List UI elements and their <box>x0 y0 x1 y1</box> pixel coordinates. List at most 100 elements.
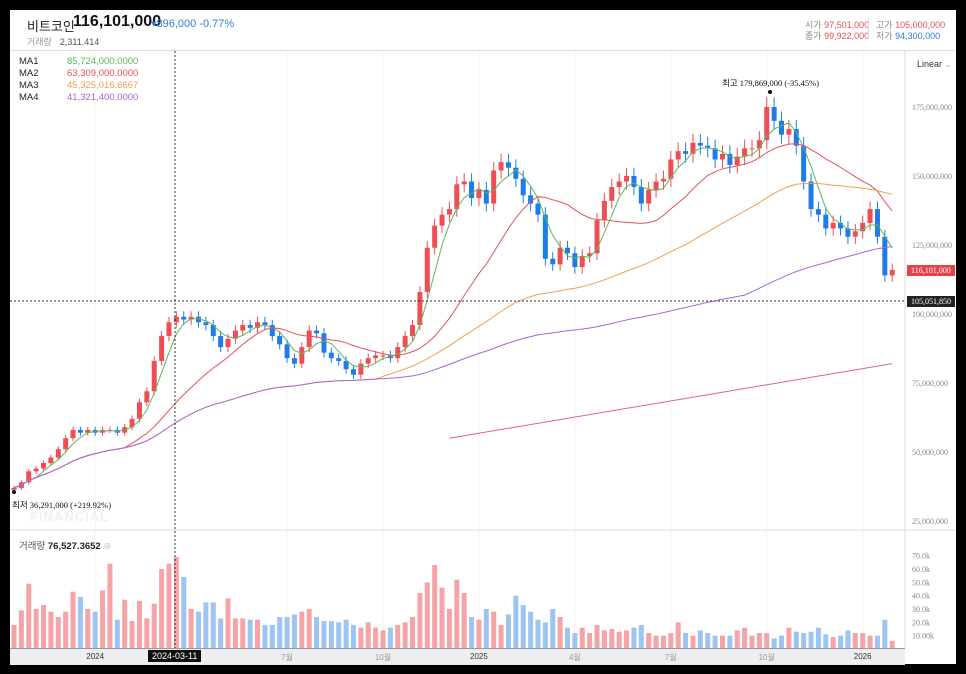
candle-body <box>210 325 216 337</box>
volume-bar <box>697 630 703 649</box>
volume-bar <box>461 593 467 649</box>
candle-body <box>786 129 792 135</box>
candle-body <box>277 336 283 345</box>
candle-body <box>129 418 135 428</box>
candle-body <box>550 258 556 265</box>
candle-body <box>587 253 593 257</box>
volume-bar <box>823 634 829 649</box>
volume-bar <box>860 633 866 649</box>
candle-body <box>793 129 799 146</box>
candle-body <box>660 178 666 182</box>
volume-bar <box>11 625 17 649</box>
candle-body <box>498 162 504 171</box>
volume-panel-title: 거래량 76,527.3652 ⊗ <box>19 541 112 552</box>
candle-body <box>830 222 836 229</box>
candle-body <box>314 330 320 334</box>
candle-body <box>432 225 438 248</box>
time-axis[interactable] <box>10 648 905 665</box>
volume-bar <box>240 618 246 649</box>
ohlc-low: 저가 94,300,000 <box>876 31 941 41</box>
ohlc-high: 고가 105,000,000 <box>876 20 946 30</box>
candle-body <box>653 181 659 190</box>
ohlc-close: 종가 99,922,000 <box>805 31 870 41</box>
candle-body <box>801 145 807 182</box>
candle-body <box>683 151 689 154</box>
volume-bar <box>291 614 297 649</box>
crosshair-price-tag: 105,051,850 <box>907 296 955 307</box>
legend-ma3: MA3 45,325,016.6667 <box>19 80 139 91</box>
volume-bar <box>513 595 519 649</box>
candle-body <box>446 209 452 215</box>
candle-body <box>196 316 201 323</box>
volume-bar <box>247 619 253 649</box>
candle-body <box>609 187 615 201</box>
volume-value: 2,311.414 <box>59 37 100 47</box>
candle-body <box>232 330 238 339</box>
volume-bar <box>587 633 593 649</box>
candle-body <box>218 336 224 348</box>
candle-body <box>439 214 445 226</box>
volume-bar <box>719 635 725 649</box>
ma-legend: MA1 85,724,000.0000 MA2 63,309,000.0000 MA… <box>19 56 138 104</box>
volume-bar <box>638 625 644 649</box>
candle-body <box>646 189 652 204</box>
ma3-line <box>13 182 893 489</box>
volume-bar <box>107 563 113 649</box>
volume-bar <box>173 557 179 649</box>
legend-ma1: MA1 85,724,000.0000 <box>19 56 139 67</box>
volume-bar <box>764 633 770 649</box>
volume-bar <box>85 609 91 649</box>
candle-body <box>690 142 696 154</box>
volume-axis-label: 50.0k <box>912 578 930 587</box>
candle-body <box>727 153 733 165</box>
scale-mode-dropdown[interactable]: Linear ⌄ <box>917 59 953 69</box>
ma2-line <box>13 143 893 489</box>
volume-bar <box>609 629 615 649</box>
candle-body <box>557 247 563 265</box>
close-icon[interactable]: ⊗ <box>103 541 112 552</box>
candle-body <box>712 148 718 160</box>
volume-bar <box>808 631 814 649</box>
volume-bar <box>122 599 128 649</box>
volume-bar <box>838 635 844 649</box>
candle-body <box>269 325 275 337</box>
volume-axis-label: 10.00k <box>912 632 934 641</box>
volume-bar <box>129 621 135 649</box>
candle-body <box>491 170 497 204</box>
price-axis-label: 175,000,000 <box>912 103 952 112</box>
candle-body <box>734 156 740 165</box>
candle-body <box>483 189 489 204</box>
volume-axis-label: 20.0k <box>912 618 930 627</box>
candle-body <box>380 355 386 357</box>
volume-label: 거래량 <box>27 37 52 47</box>
header-divider <box>10 50 956 51</box>
ma4-line <box>13 246 893 489</box>
candle-body <box>291 358 297 364</box>
candle-body <box>476 189 482 199</box>
candle-body <box>395 347 401 359</box>
low-annotation: 최저 36,291,000 (+219.92%) <box>12 500 112 510</box>
volume-bar <box>18 610 24 649</box>
candle-body <box>188 316 194 320</box>
volume-bar <box>779 635 785 649</box>
candle-body <box>365 358 371 364</box>
high-marker <box>768 90 772 94</box>
volume-bar <box>196 611 201 649</box>
volume-bar <box>410 617 416 649</box>
candle-body <box>867 209 873 223</box>
chevron-down-icon: ⌄ <box>944 59 953 69</box>
volume-bar <box>476 619 482 649</box>
candle-body <box>284 344 290 359</box>
candle-body <box>358 363 364 375</box>
volume-bar <box>159 569 165 649</box>
candle-body <box>461 181 467 185</box>
candle-body <box>306 330 312 348</box>
volume-bar <box>572 633 578 649</box>
divider <box>868 18 869 38</box>
time-axis-label: 2026 <box>853 652 872 661</box>
volume-bar <box>269 625 275 649</box>
volume-bar <box>852 633 858 649</box>
time-axis-label: 7월 <box>664 653 677 662</box>
candle-body <box>350 369 356 375</box>
